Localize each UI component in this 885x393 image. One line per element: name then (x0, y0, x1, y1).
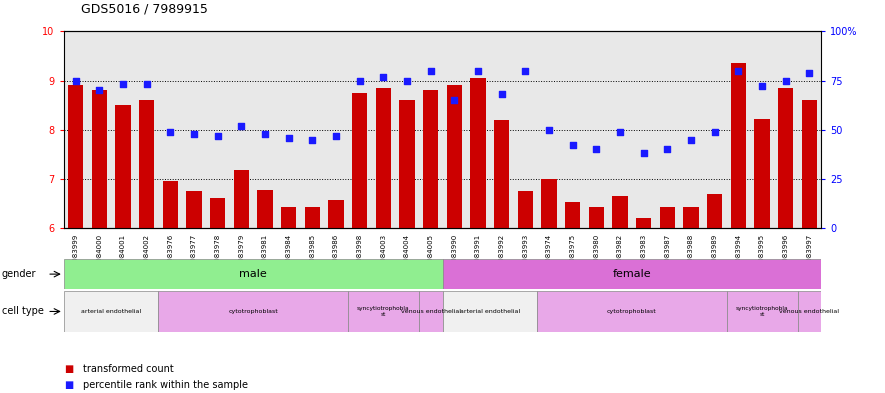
Point (400, 77, 414, 84)
Bar (494, 120, 510, 228)
Point (803, 70, 817, 76)
Point (329, 132, 343, 139)
Point (92, 87, 106, 94)
Text: cytotrophoblast: cytotrophoblast (228, 309, 278, 314)
Bar (707, 193, 722, 228)
Bar (399, 100, 415, 228)
Bar (375, 88, 391, 228)
Bar (139, 100, 154, 228)
Bar (115, 105, 131, 228)
Text: male: male (239, 269, 267, 279)
Bar (797, 291, 821, 332)
Text: cytotrophoblast: cytotrophoblast (607, 309, 657, 314)
Bar (683, 207, 699, 228)
Text: gender: gender (2, 269, 36, 279)
Point (424, 68, 438, 74)
Bar (64, 291, 158, 332)
Bar (64, 259, 442, 289)
Point (519, 68, 533, 74)
Bar (281, 207, 296, 228)
Bar (210, 198, 226, 228)
Bar (778, 88, 794, 228)
Point (660, 146, 674, 152)
Bar (442, 259, 821, 289)
Point (708, 129, 722, 135)
Bar (470, 78, 486, 228)
Point (116, 81, 130, 88)
Bar (537, 291, 727, 332)
Point (542, 127, 556, 133)
Point (281, 134, 296, 141)
Bar (636, 218, 651, 228)
Bar (442, 291, 537, 332)
Bar (419, 291, 442, 332)
Text: syncytiotrophobla
st: syncytiotrophobla st (735, 306, 789, 317)
Point (163, 129, 177, 135)
Point (258, 130, 272, 137)
Text: GDS5016 / 7989915: GDS5016 / 7989915 (81, 3, 208, 16)
Bar (352, 93, 367, 228)
Bar (659, 208, 675, 228)
Point (471, 68, 485, 74)
Bar (158, 291, 348, 332)
Bar (348, 291, 419, 332)
Text: arterial endothelial: arterial endothelial (81, 309, 141, 314)
Point (684, 136, 698, 143)
Point (68, 77, 82, 84)
Bar (542, 179, 557, 228)
Point (376, 73, 390, 80)
Text: ■: ■ (64, 380, 73, 390)
Bar (727, 291, 797, 332)
Point (305, 136, 319, 143)
Point (779, 77, 793, 84)
Point (731, 68, 745, 74)
Point (566, 142, 580, 149)
Point (613, 129, 627, 135)
Bar (91, 90, 107, 228)
Bar (754, 119, 770, 228)
Text: cell type: cell type (2, 307, 43, 316)
Point (211, 132, 225, 139)
Point (495, 91, 509, 97)
Bar (186, 191, 202, 228)
Point (140, 81, 154, 88)
Text: female: female (612, 269, 651, 279)
Text: percentile rank within the sample: percentile rank within the sample (83, 380, 248, 390)
Point (755, 83, 769, 90)
Bar (612, 196, 627, 228)
Bar (731, 63, 746, 228)
Bar (447, 86, 462, 228)
Bar (304, 207, 320, 228)
Bar (589, 208, 604, 228)
Bar (423, 90, 438, 228)
Bar (258, 189, 273, 228)
Bar (328, 200, 343, 228)
Point (589, 146, 604, 152)
Point (235, 123, 249, 129)
Point (636, 150, 650, 156)
Bar (565, 202, 581, 228)
Text: ■: ■ (64, 364, 73, 375)
Bar (802, 100, 817, 228)
Point (447, 97, 461, 103)
Text: venous endothelial: venous endothelial (780, 309, 840, 314)
Bar (234, 170, 249, 228)
Point (352, 77, 366, 84)
Bar (68, 86, 83, 228)
Text: venous endothelial: venous endothelial (401, 309, 461, 314)
Bar (163, 181, 178, 228)
Text: arterial endothelial: arterial endothelial (460, 309, 519, 314)
Point (187, 130, 201, 137)
Text: transformed count: transformed count (83, 364, 174, 375)
Text: syncytiotrophobla
st: syncytiotrophobla st (357, 306, 410, 317)
Bar (518, 191, 533, 228)
